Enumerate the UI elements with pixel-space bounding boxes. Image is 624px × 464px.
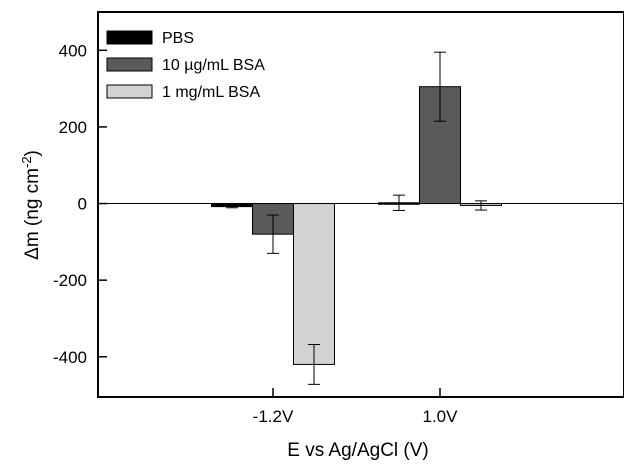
error-bar [226,204,238,209]
error-bars [226,51,487,385]
error-bar [308,344,320,385]
y-tick-labels: 400 200 0 -200 -400 [53,41,87,366]
y-tick-label: 400 [59,41,87,60]
y-tick-label: -200 [53,271,87,290]
legend-swatch [106,57,153,72]
legend-swatch [106,30,153,45]
error-bar [393,194,405,211]
y-axis-title: Δm (ng cm-2) [19,150,44,260]
x-tick-labels: -1.2V 1.0V [253,407,458,426]
y-tick-label: 0 [78,195,87,214]
bar [293,203,335,365]
y-axis-title-base: Δm (ng cm [22,168,43,260]
plot-frame [97,11,624,398]
legend: PBS 10 µg/mL BSA 1 mg/mL BSA [106,30,265,101]
y-axis-title-sup: -2 [19,156,34,168]
y-axis-title-end: ) [22,150,43,156]
x-tick-label: 1.0V [423,407,459,426]
y-tick-label: 200 [59,118,87,137]
error-bar [434,51,446,122]
x-axis-title: E vs Ag/AgCl (V) [287,440,429,461]
y-ticks [98,49,107,358]
legend-label: PBS [162,30,194,47]
legend-swatch [106,84,153,99]
error-bar [267,214,279,254]
x-tick-label: -1.2V [253,407,294,426]
x-ticks [272,388,441,397]
y-tick-label: -400 [53,348,87,367]
error-bar [475,200,487,211]
legend-label: 1 mg/mL BSA [162,84,260,101]
legend-label: 10 µg/mL BSA [162,57,265,74]
bars [211,86,502,365]
